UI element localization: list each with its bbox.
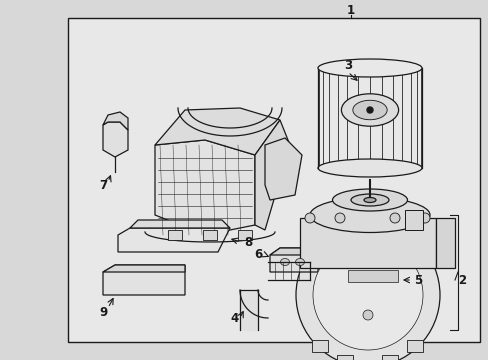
Text: 1: 1 [346,4,354,17]
Polygon shape [269,248,317,272]
Ellipse shape [317,59,421,77]
Circle shape [295,223,439,360]
Polygon shape [103,265,184,295]
Ellipse shape [309,198,429,233]
Polygon shape [118,228,229,252]
Ellipse shape [350,194,388,206]
Text: 9: 9 [99,306,107,319]
Ellipse shape [363,198,375,202]
Ellipse shape [280,258,289,266]
Bar [404,210,422,230]
Bar [238,230,251,240]
Bar [168,230,182,240]
Circle shape [305,213,314,223]
Ellipse shape [352,100,386,120]
Circle shape [312,240,422,350]
Polygon shape [155,140,254,235]
Circle shape [389,213,399,223]
Polygon shape [269,248,317,255]
Text: 3: 3 [343,59,351,72]
Bar [347,270,397,282]
Bar [336,355,352,360]
Polygon shape [130,220,229,228]
Text: 7: 7 [99,179,107,192]
FancyBboxPatch shape [299,218,435,268]
Bar [68,18,479,342]
Ellipse shape [341,94,398,126]
Bar [381,355,397,360]
Circle shape [334,213,345,223]
Polygon shape [155,108,280,155]
Text: 6: 6 [253,248,262,261]
Text: 2: 2 [457,274,465,287]
Polygon shape [103,112,128,130]
Bar [203,230,217,240]
Bar [406,340,422,352]
Polygon shape [264,138,302,200]
Polygon shape [254,120,289,230]
Circle shape [419,213,429,223]
Text: 5: 5 [413,274,421,287]
Circle shape [366,107,372,113]
Polygon shape [103,122,128,157]
Polygon shape [435,218,454,268]
Polygon shape [103,265,184,272]
Ellipse shape [295,258,304,266]
Text: 8: 8 [244,235,252,248]
Bar [311,340,327,352]
Text: 4: 4 [230,311,239,324]
Ellipse shape [332,189,407,211]
Ellipse shape [317,159,421,177]
Circle shape [362,310,372,320]
